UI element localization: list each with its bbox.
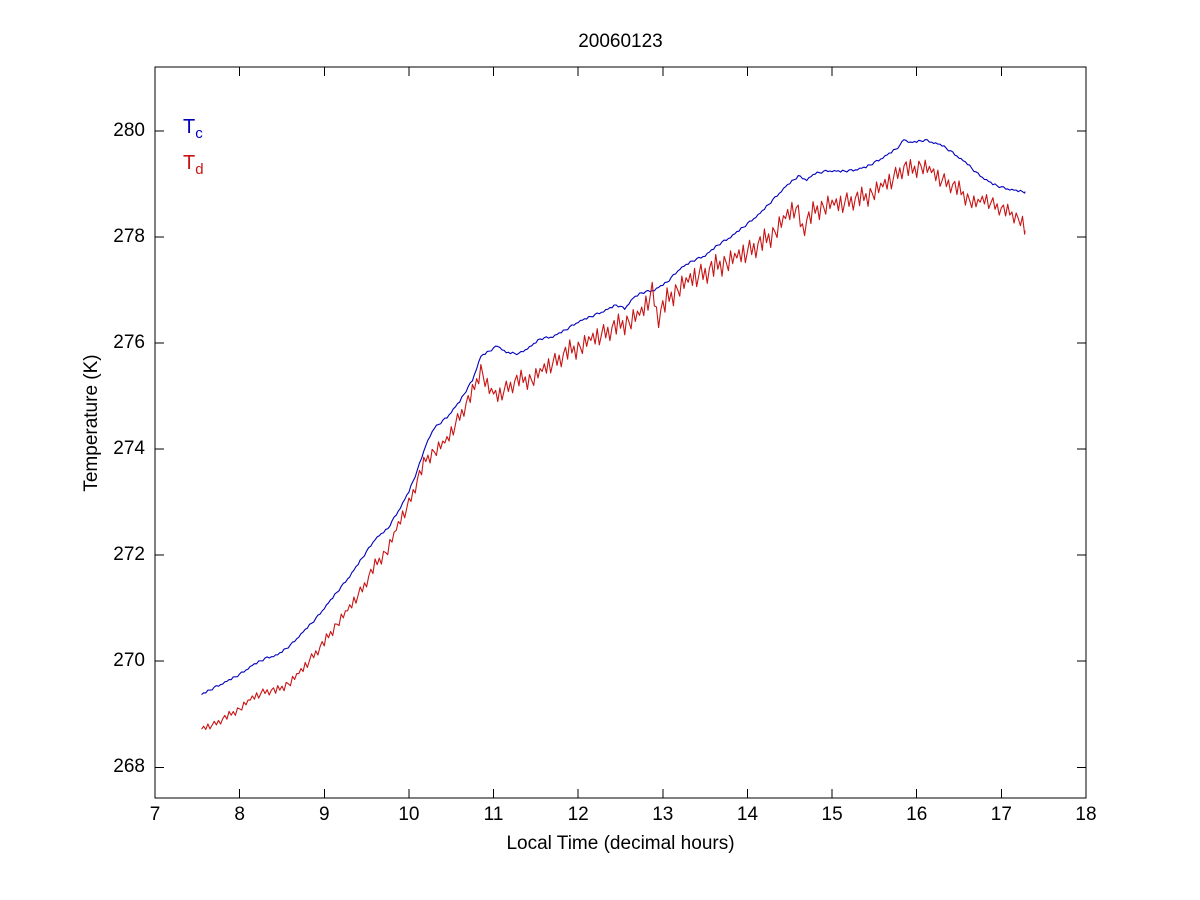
legend-label-tc: T [183,116,196,138]
x-tick-label: 9 [318,804,330,825]
legend-item-tc: Tc [183,116,204,142]
y-tick-label: 278 [113,226,145,248]
series-line-tc [201,138,1026,696]
legend-label-td: T [183,152,196,174]
x-tick-label: 7 [149,804,161,825]
x-tick-label: 18 [1075,804,1097,825]
y-tick-label: 274 [113,438,145,460]
x-tick-label: 17 [990,804,1012,825]
series-line-td [201,159,1026,730]
x-tick-label: 16 [906,804,928,825]
x-axis-label: Local Time (decimal hours) [506,833,735,854]
x-tick-label: 10 [398,804,420,825]
chart-title: 20060123 [578,31,663,52]
y-tick-label: 280 [113,120,145,142]
y-tick-label: 276 [113,332,145,354]
y-tick-label: 268 [113,756,145,778]
y-tick-label: 270 [113,650,145,672]
axes-box [154,66,1087,799]
y-tick-label: 272 [113,544,145,566]
legend-item-td: Td [183,152,204,178]
x-tick-label: 12 [567,804,589,825]
legend-sub-tc: c [195,125,203,142]
x-tick-label: 8 [234,804,245,825]
x-tick-label: 13 [652,804,674,825]
x-tick-label: 15 [821,804,843,825]
x-tick-label: 14 [736,804,759,825]
legend-sub-td: d [195,161,204,178]
legend: Tc Td [183,116,204,188]
x-tick-label: 11 [483,804,504,825]
